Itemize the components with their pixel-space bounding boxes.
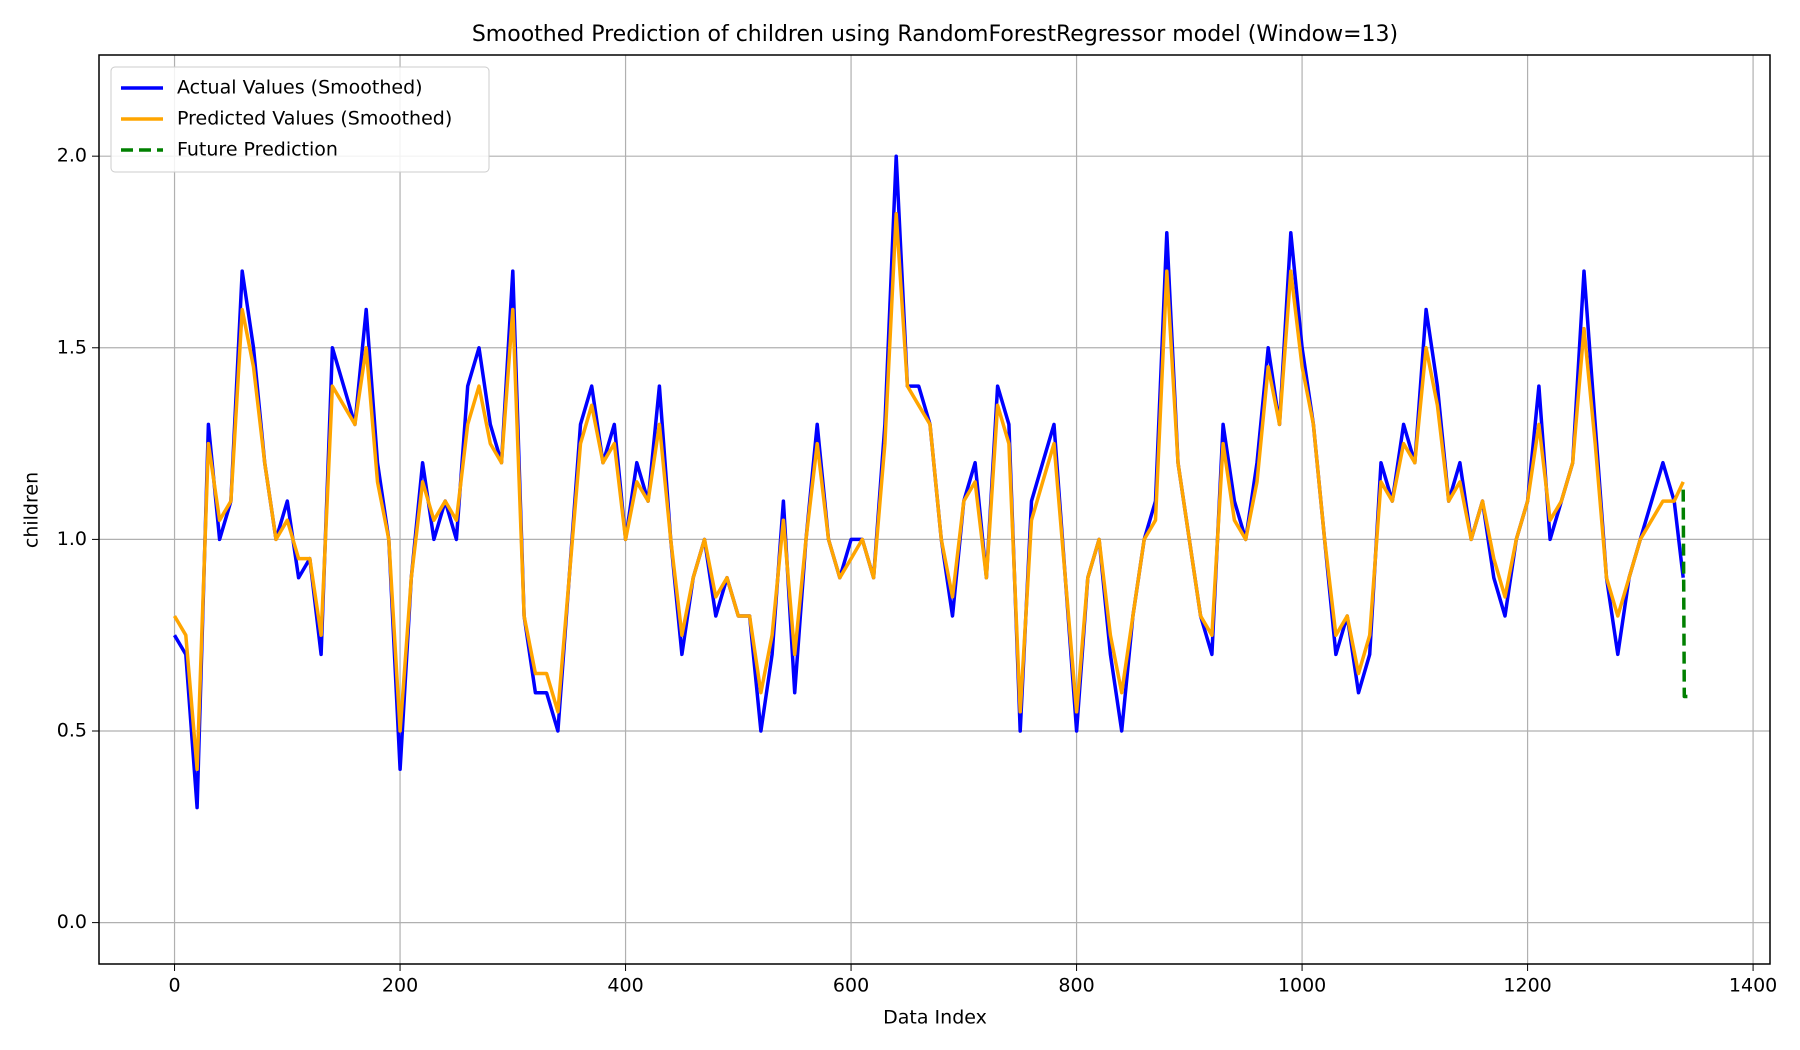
y-axis-label: children: [21, 472, 43, 548]
y-tick-label: 1.5: [57, 336, 87, 358]
legend-label: Future Prediction: [177, 139, 338, 161]
legend-label: Actual Values (Smoothed): [177, 77, 423, 99]
x-tick-label: 800: [1058, 975, 1094, 997]
legend-label: Predicted Values (Smoothed): [177, 108, 452, 130]
x-tick-label: 1200: [1503, 975, 1551, 997]
y-tick-label: 0.5: [57, 720, 87, 742]
data-line: [1681, 489, 1688, 699]
x-tick-label: 200: [382, 975, 418, 997]
chart-title: Smoothed Prediction of children using Ra…: [472, 22, 1398, 47]
x-tick-label: 1000: [1278, 975, 1326, 997]
y-tick-label: 2.0: [57, 145, 87, 167]
y-tick-label: 0.0: [57, 911, 87, 933]
x-tick-label: 0: [168, 975, 180, 997]
x-tick-label: 1400: [1729, 975, 1777, 997]
x-tick-label: 400: [607, 975, 643, 997]
data-line: [172, 211, 1685, 772]
x-axis-label: Data Index: [883, 1007, 987, 1029]
plot-frame: [98, 54, 1771, 965]
legend-box: [110, 66, 490, 173]
x-tick-label: 600: [833, 975, 869, 997]
y-tick-label: 1.0: [57, 528, 87, 550]
